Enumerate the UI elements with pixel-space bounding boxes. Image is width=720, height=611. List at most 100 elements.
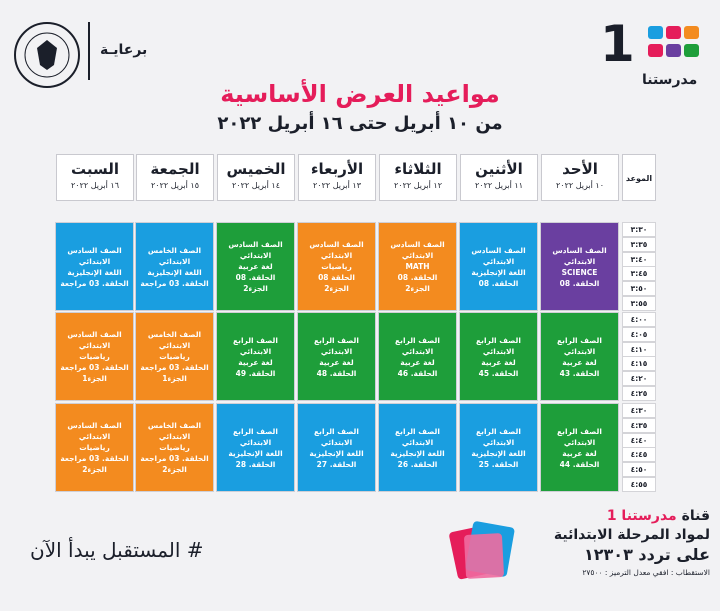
channel-name: مدرستنا 1 [606,508,677,524]
channel-title: قناة مدرستنا 1 [540,508,710,524]
program-line: الصف الخامس الابتدائي [147,245,202,266]
program-cell: الصف السادس الابتدائي رياضيات الحلقة. 03 م… [55,312,134,401]
program-cell: الصف الخامس الابتدائي رياضيات الحلقة. 03 م… [135,312,214,401]
day-date: ١٠ أبريل ٢٠٢٢ [555,181,604,190]
program-line: اللغة الإنجليزية [147,267,202,277]
program-cell: الصف الخامس الابتدائي رياضيات الحلقة. 03 م… [135,403,214,492]
program-line: الحلقة. 03 مراجعة [140,454,209,463]
program-cell: الصف الرابع الابتدائي لغة عربية الحلقة. 44 [540,403,619,492]
time-slot: ٣:٤٥ [622,266,656,282]
program-line: الجزء1 [162,374,187,383]
program-line: رياضيات [321,262,352,271]
madrasetna-logo: 1 مدرستنا [600,14,705,94]
program-line: الصف السادس الابتدائي [309,240,364,260]
ministry-seal-icon [14,22,80,88]
logo-square-green [684,44,699,57]
day-header: الثلاثاء ١٢ أبريل ٢٠٢٢ [379,154,457,201]
program-line: الصف الرابع الابتدائي [557,335,602,356]
program-cell: الصف الرابع الابتدائي لغة عربية الحلقة. 49 [216,312,295,401]
program-line: الحلقة. 08 [397,273,438,282]
day-date: ١٥ أبريل ٢٠٢٢ [150,181,199,190]
program-cell: الصف السادس الابتدائي MATH الحلقة. 08 الجزء… [378,222,457,311]
day-date: ١٣ أبريل ٢٠٢٢ [312,181,361,190]
program-line: الصف السادس الابتدائي [67,245,122,266]
program-line: لغة عربية [562,357,597,367]
page-title: مواعيد العرض الأساسية [220,80,500,108]
logo-square-pink [666,26,681,39]
day-name: الأحد [562,160,598,178]
time-column-header: الموعد [622,154,656,201]
logo-number: 1 [600,15,635,73]
time-slot: ٣:٤٠ [622,251,656,267]
channel-line-2: لمواد المرحلة الابتدائية [553,527,710,543]
time-slot: ٤:٤٠ [622,432,656,448]
program-cell: الصف الرابع الابتدائي لغة عربية الحلقة. 45 [459,312,538,401]
logo-square-blue [648,26,663,39]
program-line: الحلقة. 03 مراجعة [140,278,209,288]
program-line: اللغة الإنجليزية [67,267,122,277]
program-line: الصف الرابع الابتدائي [557,426,602,447]
book-icon [449,521,515,580]
program-line: رياضيات [79,443,110,452]
program-cell: الصف الرابع الابتدائي اللغة الإنجليزية الح… [459,403,538,492]
header-divider [88,22,90,80]
program-line: الصف الخامس الابتدائي [147,330,202,350]
time-slot: ٤:١٠ [622,341,656,357]
program-line: لغة عربية [238,262,273,271]
program-line: الحلقة. 27 [316,459,357,469]
program-line: الصف السادس الابتدائي [390,240,445,260]
program-cell: الصف السادس الابتدائي SCIENCE الحلقة. 08 [540,222,619,311]
day-name: الأربعاء [310,160,364,178]
page-subtitle: من ١٠ أبريل حتى ١٦ أبريل ٢٠٢٢ [217,113,503,134]
program-line: الصف الرابع الابتدائي [395,426,440,447]
program-line: MATH [405,262,430,271]
program-line: لغة عربية [238,357,273,367]
logo-square-purple [666,44,681,57]
program-line: الحلقة. 28 [235,459,276,469]
day-name: الأثنين [475,160,523,178]
program-line: الجزء2 [82,465,107,474]
channel-prefix: قناة [681,508,710,524]
program-line: الحلقة. 03 مراجعة [60,363,129,372]
program-line: الصف الخامس الابتدائي [147,421,202,441]
time-slot: ٣:٥٠ [622,281,656,297]
program-line: الحلقة. 08 [478,278,519,288]
day-name: الثلاثاء [394,160,442,178]
day-name: الجمعة [150,160,200,178]
program-line: SCIENCE [561,267,598,277]
day-name: الخميس [226,160,286,178]
program-line: اللغة الإنجليزية [471,448,526,458]
program-line: الحلقة. 03 مراجعة [60,278,129,288]
program-line: رياضيات [159,443,190,452]
day-header: الأحد ١٠ أبريل ٢٠٢٢ [541,154,619,201]
program-cell: الصف السادس الابتدائي لغة عربية الحلقة. 08… [216,222,295,311]
program-line: الصف السادس الابتدائي [67,330,122,350]
program-line: الصف الرابع الابتدائي [476,335,521,356]
day-header: الأثنين ١١ أبريل ٢٠٢٢ [460,154,538,201]
time-slot: ٣:٣٠ [622,222,656,237]
day-name: السبت [70,160,120,178]
logo-square-pink-2 [648,44,663,57]
time-slot: ٣:٥٥ [622,296,656,311]
program-line: الصف الرابع الابتدائي [395,335,440,356]
program-line: لغة عربية [319,357,354,367]
program-line: الجزء2 [162,465,187,474]
program-cell: الصف السادس الابتدائي اللغة الإنجليزية الح… [459,222,538,311]
day-header: الأربعاء ١٣ أبريل ٢٠٢٢ [298,154,376,201]
program-line: الصف السادس الابتدائي [228,240,283,260]
program-line: الحلقة. 26 [397,459,438,469]
program-cell: الصف الرابع الابتدائي لغة عربية الحلقة. 43 [540,312,619,401]
logo-square-orange [684,26,699,39]
program-line: الصف الرابع الابتدائي [314,335,359,356]
time-slot: ٤:٠٠ [622,312,656,327]
program-line: اللغة الإنجليزية [390,448,445,458]
program-cell: الصف الرابع الابتدائي لغة عربية الحلقة. 46 [378,312,457,401]
day-header: السبت ١٦ أبريل ٢٠٢٢ [56,154,134,201]
program-cell: الصف الرابع الابتدائي اللغة الإنجليزية الح… [297,403,376,492]
program-line: الحلقة. 43 [559,368,600,378]
day-header: الجمعة ١٥ أبريل ٢٠٢٢ [136,154,214,201]
channel-frequency: على تردد ١٢٣٠٣ [584,545,710,564]
logo-text: مدرستنا [642,72,698,88]
program-line: الجزء2 [324,284,349,293]
program-line: اللغة الإنجليزية [228,448,283,458]
